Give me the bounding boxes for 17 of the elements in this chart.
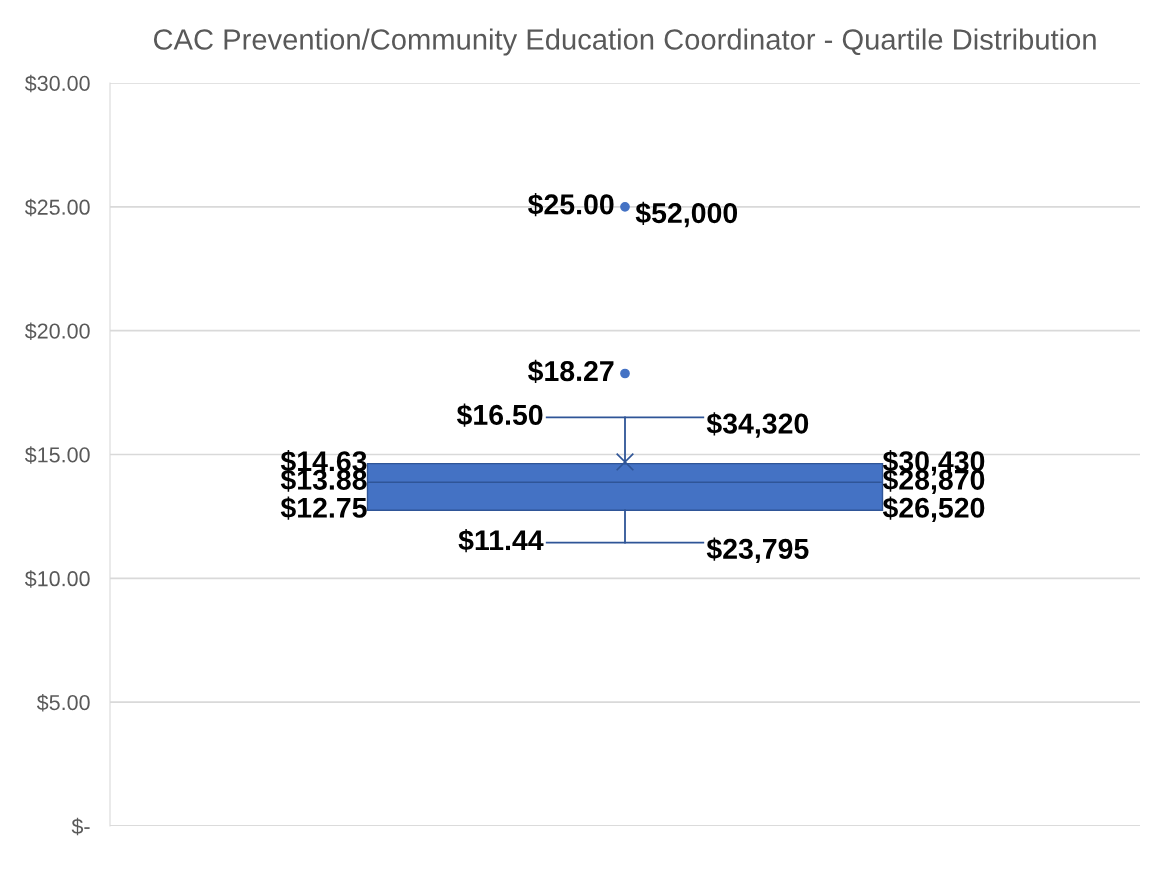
annotation: $18.27	[528, 359, 614, 383]
annotation: $12.75	[280, 496, 367, 520]
y-tick-label: $30.00	[24, 74, 90, 93]
annotation: $25.00	[528, 193, 614, 217]
chart-title: CAC Prevention/Community Education Coordinator - Quartile Distribution	[153, 28, 1096, 56]
y-tick-label: $5.00	[36, 694, 90, 712]
annotation: $34,320	[706, 412, 809, 438]
annotation: $26,520	[882, 496, 985, 522]
y-tick-label: $15.00	[24, 446, 90, 464]
annotation: $52,000	[635, 201, 738, 228]
annotation: $11.44	[458, 528, 544, 553]
y-tick-label: $25.00	[24, 198, 90, 217]
annotation: $23,795	[706, 537, 809, 564]
annotation: $16.50	[456, 403, 543, 427]
y-tick-label: $-	[71, 817, 90, 836]
y-tick-label: $20.00	[24, 322, 90, 340]
y-tick-label: $10.00	[24, 570, 90, 588]
